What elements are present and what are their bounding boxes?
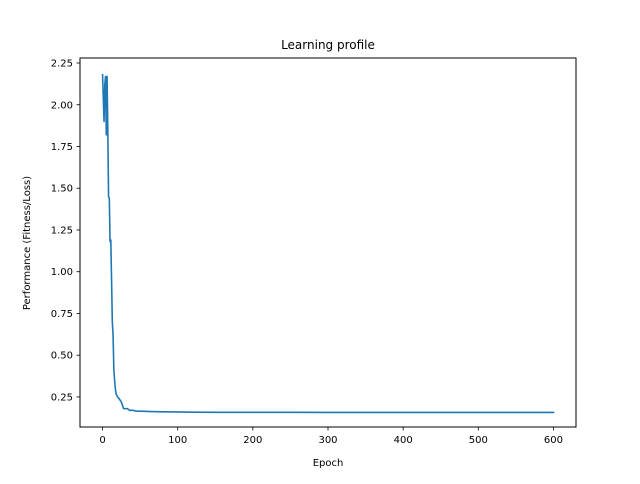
y-tick-label: 1.25 — [51, 225, 73, 236]
y-tick-label: 0.25 — [51, 392, 73, 403]
y-tick-label: 1.50 — [51, 184, 73, 195]
x-tick-label: 100 — [168, 435, 187, 446]
x-tick-label: 500 — [469, 435, 488, 446]
y-tick-label: 2.00 — [51, 100, 73, 111]
y-tick-label: 2.25 — [51, 59, 73, 70]
x-tick-label: 600 — [544, 435, 563, 446]
axes-frame — [79, 57, 577, 428]
y-tick-label: 0.50 — [51, 351, 73, 362]
y-axis-ticks: 0.25 0.50 0.75 1.00 1.25 1.50 1.75 2.00 2.25 — [51, 59, 80, 403]
x-tick-label: 0 — [99, 435, 105, 446]
y-tick-label: 1.00 — [51, 267, 73, 278]
y-tick-label: 1.75 — [51, 142, 73, 153]
x-axis-label: Epoch — [313, 458, 344, 469]
x-tick-label: 200 — [243, 435, 262, 446]
x-tick-label: 400 — [394, 435, 413, 446]
series-layer — [101, 73, 555, 414]
chart-title: Learning profile — [281, 38, 375, 52]
x-axis-ticks: 0 100 200 300 400 500 600 — [99, 427, 563, 446]
y-axis-label: Performance (Fitness/Loss) — [22, 176, 33, 310]
x-tick-label: 300 — [318, 435, 337, 446]
series-line — [101, 73, 555, 414]
y-tick-label: 0.75 — [51, 309, 73, 320]
